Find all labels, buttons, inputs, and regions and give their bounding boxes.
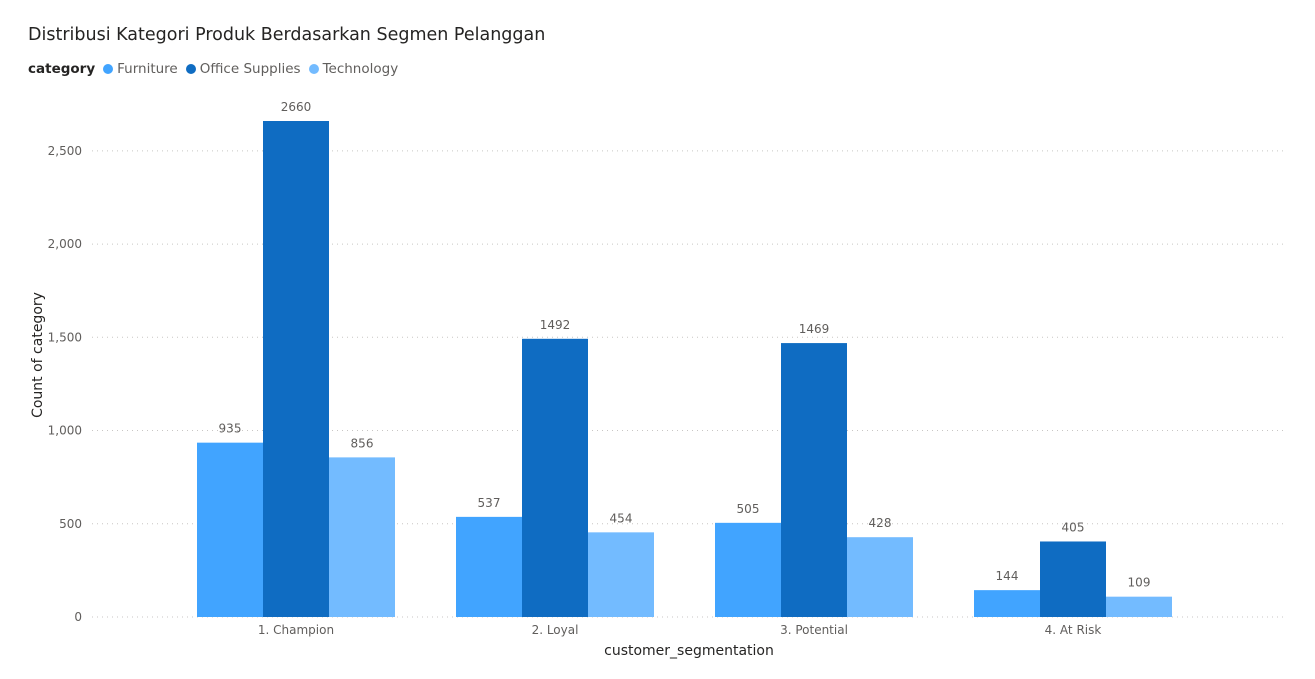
x-tick-label: 3. Potential (780, 623, 848, 637)
data-label: 856 (351, 436, 374, 450)
bar[interactable] (974, 590, 1040, 617)
bar[interactable] (522, 338, 588, 617)
legend-dot-icon (185, 64, 196, 74)
bar[interactable] (329, 457, 395, 617)
legend-label: Furniture (117, 61, 178, 77)
data-label: 935 (219, 422, 242, 436)
data-labels: 935 2660 856 537 1492 454 505 1469 428 144 405 109 (219, 100, 1151, 590)
legend-dot-icon (103, 64, 114, 74)
data-label: 1469 (799, 322, 830, 336)
data-label: 144 (996, 569, 1019, 583)
x-tick-label: 1. Champion (258, 623, 334, 637)
legend-label: Office Supplies (199, 61, 301, 77)
y-tick-label: 0 (74, 610, 82, 624)
chart-title: Distribusi Kategori Produk Berdasarkan S… (28, 25, 546, 45)
legend-dot-icon (308, 64, 319, 74)
data-label: 109 (1128, 576, 1151, 590)
data-label: 405 (1062, 520, 1085, 534)
bar[interactable] (781, 343, 847, 617)
data-label: 2660 (281, 100, 312, 114)
bar[interactable] (197, 442, 263, 617)
y-tick-label: 500 (59, 517, 82, 531)
x-tick-label: 2. Loyal (532, 623, 579, 637)
data-label: 1492 (540, 318, 571, 332)
data-label: 428 (869, 516, 892, 530)
data-label: 537 (478, 496, 501, 510)
legend-item-technology[interactable]: Technology (308, 61, 399, 77)
legend-item-furniture[interactable]: Furniture (103, 61, 178, 77)
bar[interactable] (847, 537, 913, 617)
y-tick-label: 2,500 (48, 144, 82, 158)
legend-title: category (28, 61, 96, 77)
bar[interactable] (1106, 596, 1172, 617)
data-label: 454 (610, 511, 633, 525)
x-axis-title: customer_segmentation (604, 643, 774, 659)
data-label: 505 (737, 502, 760, 516)
legend-item-office-supplies[interactable]: Office Supplies (185, 61, 301, 77)
legend-label: Technology (322, 61, 399, 77)
y-tick-label: 1,500 (48, 330, 82, 344)
x-axis-categories: 1. Champion 2. Loyal 3. Potential 4. At Ris… (258, 623, 1101, 637)
bar[interactable] (1040, 541, 1106, 617)
y-axis-title: Count of category (30, 292, 46, 418)
y-tick-label: 1,000 (48, 424, 82, 438)
x-tick-label: 4. At Risk (1045, 623, 1102, 637)
bar[interactable] (456, 516, 522, 617)
legend: category Furniture Office Supplies Techn… (28, 60, 406, 78)
bar[interactable] (588, 532, 654, 617)
y-tick-label: 2,000 (48, 237, 82, 251)
bar[interactable] (715, 522, 781, 617)
y-axis-ticks: 0 500 1,000 1,500 2,000 2,500 (48, 144, 82, 624)
bars (197, 121, 1172, 617)
bar[interactable] (263, 121, 329, 617)
